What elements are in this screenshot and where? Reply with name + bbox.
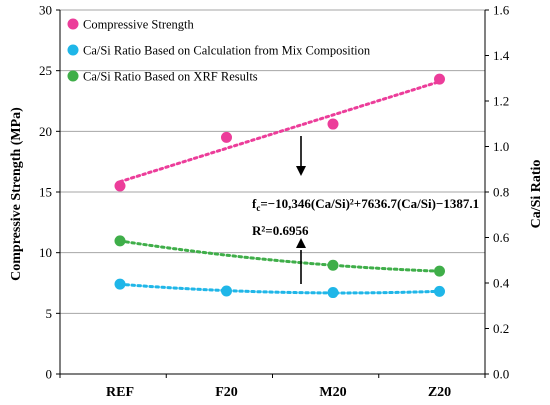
arrow-up-icon <box>296 238 306 248</box>
category-labels: REF F20 M20 Z20 <box>59 374 486 400</box>
equation-text: fc=−10,346(Ca/Si)²+7636.7(Ca/Si)−1387.1 <box>252 196 479 213</box>
right-tick-label: 1.6 <box>493 3 510 18</box>
legend-label-series-1: Compressive Strength <box>83 18 195 32</box>
legend-label-series-2: Ca/Si Ratio Based on Calculation from Mi… <box>83 44 371 58</box>
right-tick-label: 0.6 <box>493 230 510 245</box>
data-point-series-2 <box>327 287 339 299</box>
data-point-series-1 <box>434 73 445 85</box>
data-point-series-1 <box>221 131 232 143</box>
r-squared-text: R²=0.6956 <box>252 223 309 238</box>
data-point-series-2 <box>221 285 232 297</box>
category-label: M20 <box>319 385 346 400</box>
left-tick-label: 10 <box>39 245 52 260</box>
trendline-series-1 <box>118 80 441 184</box>
right-tick-label: 1.2 <box>493 94 509 109</box>
right-tick-label: 1.4 <box>493 48 510 63</box>
right-axis-title: Ca/Si Ratio <box>529 160 544 229</box>
equation-annotation: fc=−10,346(Ca/Si)²+7636.7(Ca/Si)−1387.1 … <box>252 136 479 284</box>
arrow-down-icon <box>296 166 306 176</box>
data-point-series-3 <box>327 259 339 271</box>
gridlines <box>60 9 485 314</box>
right-tick-label: 0.2 <box>493 321 509 336</box>
left-tick-label: 25 <box>39 63 52 78</box>
right-tick-label: 0.0 <box>493 367 509 382</box>
legend-marker-series-2 <box>67 44 79 56</box>
trendline-series-3 <box>118 239 441 273</box>
data-points <box>114 73 445 299</box>
category-label: Z20 <box>428 385 451 400</box>
trendlines <box>118 80 441 295</box>
data-point-series-1 <box>327 118 339 130</box>
left-tick-label: 0 <box>46 367 53 382</box>
category-label: REF <box>106 385 134 400</box>
left-tick-label: 15 <box>39 185 52 200</box>
legend: Compressive Strength Ca/Si Ratio Based on… <box>67 18 371 84</box>
left-tick-label: 30 <box>39 3 52 18</box>
legend-marker-series-3 <box>67 70 79 82</box>
data-point-series-2 <box>434 285 445 297</box>
data-point-series-2 <box>114 278 126 290</box>
left-axis-ticks: 0 5 10 15 20 25 30 <box>39 3 60 382</box>
right-axis-ticks: 0.0 0.2 0.4 0.6 0.8 1.0 1.2 1.4 1.6 <box>485 3 510 382</box>
right-tick-label: 1.0 <box>493 139 509 154</box>
left-tick-label: 20 <box>39 124 52 139</box>
left-axis-title: Compressive Strength (MPa) <box>9 107 24 281</box>
data-point-series-1 <box>114 180 126 192</box>
left-tick-label: 5 <box>46 306 53 321</box>
data-point-series-3 <box>434 265 445 277</box>
right-tick-label: 0.8 <box>493 185 509 200</box>
legend-marker-series-1 <box>67 18 79 30</box>
data-point-series-3 <box>114 235 126 247</box>
legend-label-series-3: Ca/Si Ratio Based on XRF Results <box>83 70 258 84</box>
trendline-series-2 <box>118 282 441 295</box>
right-tick-label: 0.4 <box>493 276 510 291</box>
category-label: F20 <box>215 385 238 400</box>
